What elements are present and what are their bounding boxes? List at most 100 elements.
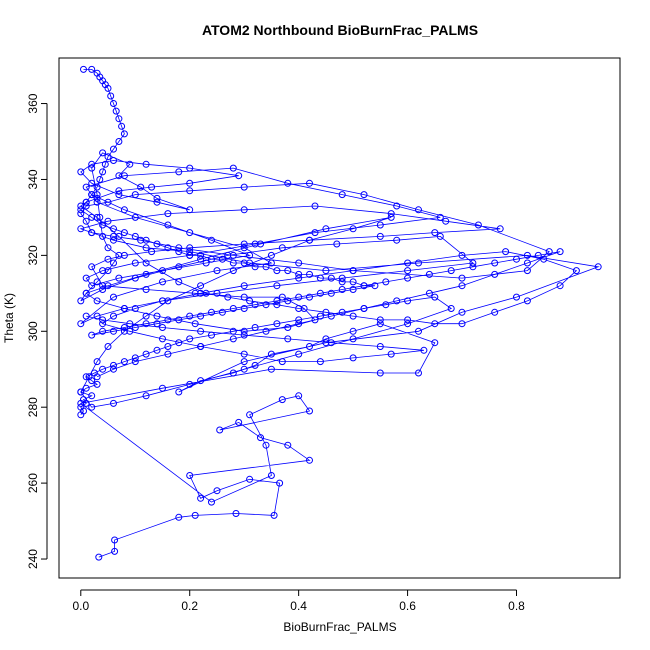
data-point [213, 487, 221, 495]
data-point [93, 380, 101, 388]
data-point [513, 293, 520, 301]
chart-title: ATOM2 Northbound BioBurnFrac_PALMS [202, 22, 478, 38]
data-point [197, 251, 205, 259]
data-point [104, 343, 112, 350]
data-point [371, 282, 379, 290]
data-point [262, 301, 270, 309]
data-point [82, 198, 90, 206]
data-point [120, 172, 128, 180]
data-point [111, 536, 119, 544]
data-point [306, 456, 313, 464]
data-point [316, 312, 324, 320]
data-point [164, 210, 172, 218]
data-point [82, 183, 90, 191]
data-point [267, 259, 275, 267]
data-point [306, 293, 313, 301]
data-point [393, 202, 401, 210]
data-point [186, 229, 194, 237]
data-point [104, 153, 112, 161]
data-point [295, 259, 303, 267]
data-point [496, 225, 504, 233]
data-point [240, 244, 248, 252]
data-point [425, 270, 433, 278]
y-tick-label: 300 [26, 321, 40, 341]
data-point [376, 221, 384, 229]
data-point [284, 335, 292, 343]
data-point [415, 369, 422, 377]
data-point [96, 176, 104, 183]
data-point [251, 324, 259, 331]
data-point [153, 198, 161, 206]
data-point [306, 270, 313, 278]
data-point [273, 267, 281, 275]
data-point [186, 187, 194, 195]
data-point [240, 183, 248, 191]
data-point [491, 270, 499, 278]
data-point [404, 259, 412, 267]
data-point [251, 240, 259, 248]
data-point [110, 236, 117, 244]
data-point [349, 354, 357, 362]
data-point [338, 191, 346, 199]
data-point [153, 240, 161, 248]
data-point [273, 301, 281, 309]
data-point [93, 297, 101, 305]
data-point [229, 327, 237, 335]
data-point [240, 350, 248, 358]
data-point [327, 274, 335, 282]
data-point [376, 320, 384, 328]
series-layer [77, 65, 602, 561]
data-point [164, 343, 172, 350]
data-point [278, 244, 286, 252]
data-point [246, 297, 254, 305]
data-point [415, 259, 422, 267]
data-point [257, 434, 264, 442]
data-point [469, 259, 477, 267]
data-point [382, 301, 390, 309]
data-point [382, 278, 390, 286]
data-point [349, 278, 357, 286]
data-point [431, 320, 439, 328]
data-point [273, 297, 281, 305]
data-point [110, 361, 117, 369]
data-point [159, 324, 166, 331]
data-point [431, 339, 439, 347]
data-point [120, 324, 128, 331]
data-point [267, 365, 275, 373]
data-point [311, 202, 319, 210]
data-point [224, 251, 232, 259]
data-point [99, 286, 107, 293]
data-point [327, 312, 335, 320]
data-point [284, 297, 292, 305]
data-point [99, 327, 107, 335]
data-point [284, 324, 292, 331]
data-point [284, 441, 292, 449]
data-point [175, 263, 183, 271]
data-point [112, 107, 120, 115]
data-point [262, 441, 270, 449]
data-point [393, 297, 401, 305]
data-point [104, 217, 112, 225]
y-tick-label: 280 [26, 397, 40, 417]
data-point [251, 263, 259, 271]
data-point [110, 145, 117, 153]
data-point [110, 232, 117, 240]
data-point [316, 274, 324, 282]
data-point [104, 198, 112, 206]
data-point [338, 274, 346, 282]
data-point [164, 316, 172, 324]
data-point [137, 236, 145, 244]
data-point [186, 380, 194, 388]
data-point [197, 282, 205, 290]
data-point [491, 308, 499, 316]
data-point [153, 346, 161, 354]
data-point [82, 373, 90, 381]
data-point [262, 327, 270, 335]
data-point [77, 388, 85, 396]
data-point [458, 282, 466, 290]
data-point [295, 392, 303, 400]
data-point [131, 324, 139, 331]
data-point [523, 267, 531, 275]
y-tick-label: 260 [26, 473, 40, 493]
data-point [197, 255, 205, 263]
